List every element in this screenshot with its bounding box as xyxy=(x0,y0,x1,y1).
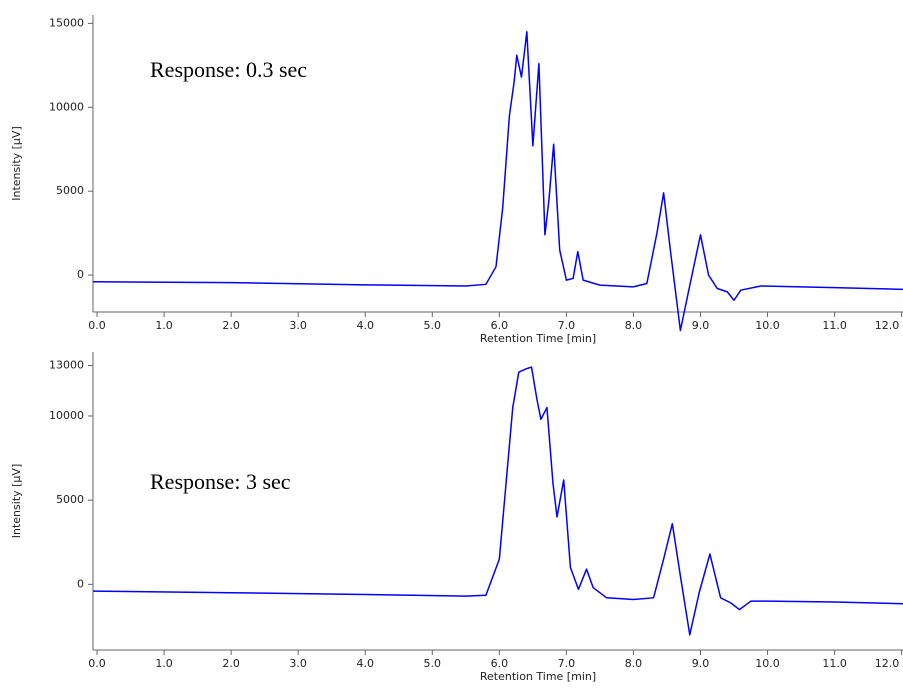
x-tick-label: 6.0 xyxy=(491,657,509,670)
x-tick-label: 9.0 xyxy=(692,657,710,670)
y-tick-label: 13000 xyxy=(49,358,84,371)
x-tick-label: 9.0 xyxy=(692,319,710,332)
x-tick-label: 0.0 xyxy=(88,319,106,332)
x-tick-label: 10.0 xyxy=(755,319,780,332)
x-axis-label: Retention Time [min] xyxy=(480,670,596,683)
x-tick-label: 4.0 xyxy=(356,657,374,670)
y-tick-label: 10000 xyxy=(49,409,84,422)
x-tick-label: 10.0 xyxy=(755,657,780,670)
annotation: Response: 3 sec xyxy=(150,469,291,494)
y-tick-label: 0 xyxy=(77,577,84,590)
x-tick-label: 3.0 xyxy=(289,657,307,670)
x-tick-label: 11.0 xyxy=(822,319,847,332)
x-tick-label: 0.0 xyxy=(88,657,106,670)
x-tick-label: 7.0 xyxy=(558,657,576,670)
x-tick-label: 2.0 xyxy=(222,319,240,332)
y-tick-label: 5000 xyxy=(56,493,84,506)
x-tick-label: 5.0 xyxy=(424,319,442,332)
y-tick-label: 15000 xyxy=(49,16,84,29)
trace xyxy=(92,366,903,636)
x-tick-label: 8.0 xyxy=(625,657,643,670)
y-tick-label: 0 xyxy=(77,268,84,281)
x-tick-label: 2.0 xyxy=(222,657,240,670)
x-tick-label: 1.0 xyxy=(155,657,173,670)
x-tick-label: 7.0 xyxy=(558,319,576,332)
x-tick-label: 6.0 xyxy=(491,319,509,332)
x-tick-label: 4.0 xyxy=(356,319,374,332)
y-tick-label: 10000 xyxy=(49,100,84,113)
x-tick-label: 11.0 xyxy=(822,657,847,670)
x-axis-label: Retention Time [min] xyxy=(480,332,596,345)
y-tick-label: 5000 xyxy=(56,184,84,197)
annotation: Response: 0.3 sec xyxy=(150,57,307,82)
x-tick-label: 12.0 xyxy=(875,319,900,332)
x-tick-label: 8.0 xyxy=(625,319,643,332)
x-tick-label: 1.0 xyxy=(155,319,173,332)
x-tick-label: 5.0 xyxy=(424,657,442,670)
y-axis-label: Intensity [µV] xyxy=(10,464,23,538)
y-axis-label: Intensity [µV] xyxy=(10,126,23,200)
trace xyxy=(92,31,903,332)
x-tick-label: 12.0 xyxy=(875,657,900,670)
x-tick-label: 3.0 xyxy=(289,319,307,332)
